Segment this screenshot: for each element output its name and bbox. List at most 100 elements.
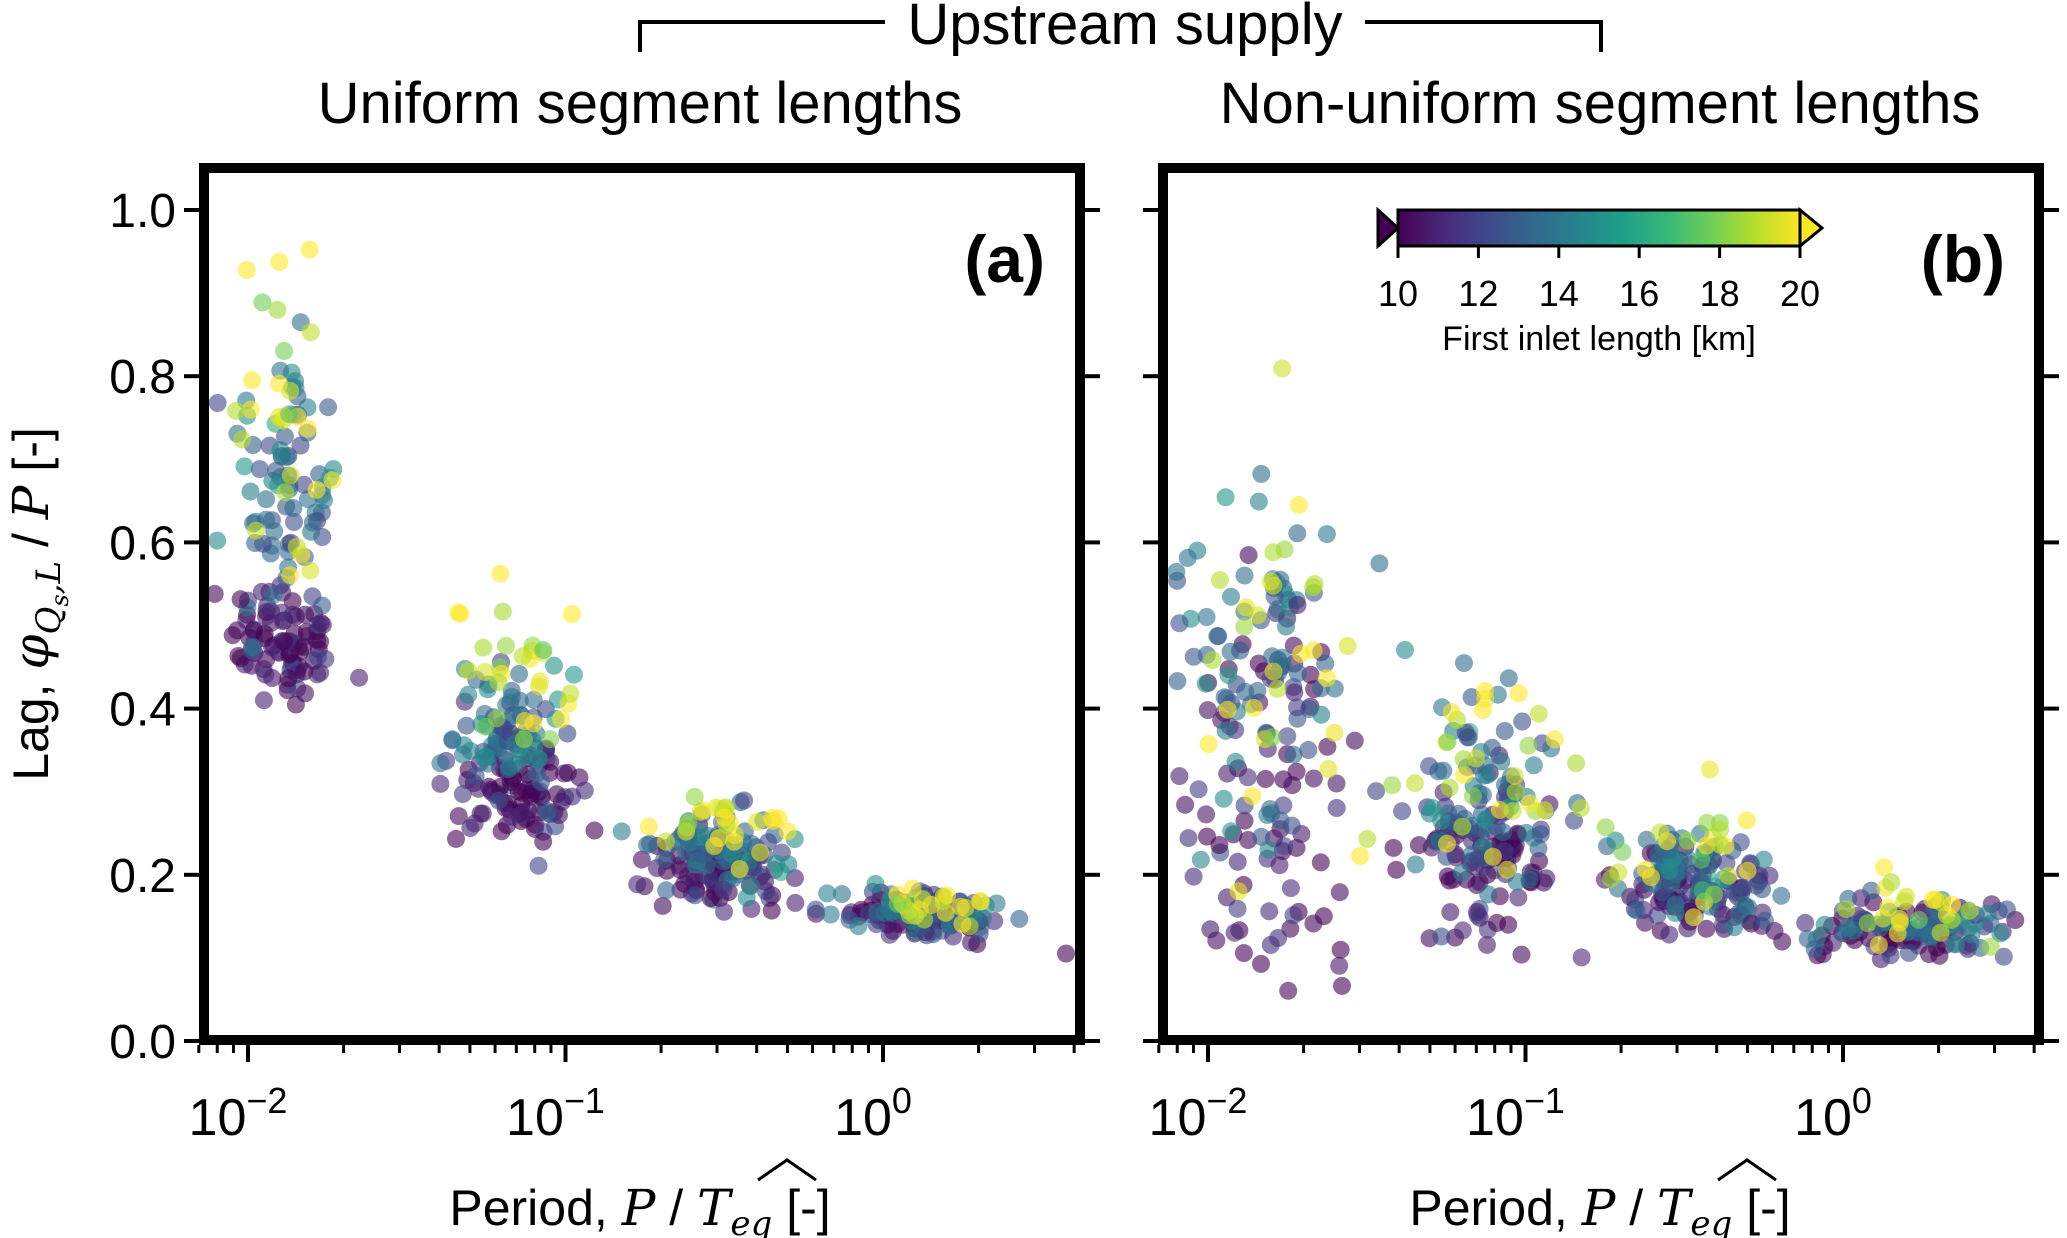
- colorbar-ticks: 10 12 14 16 18 20: [1378, 246, 1820, 314]
- scatter-point: [1506, 782, 1525, 801]
- scatter-point: [563, 605, 581, 624]
- scatter-point: [295, 662, 314, 681]
- scatter-point: [1277, 617, 1295, 636]
- scatter-point: [466, 766, 485, 785]
- scatter-point: [1943, 895, 1961, 914]
- scatter-point: [1660, 925, 1679, 944]
- scatter-point: [1317, 525, 1336, 544]
- scatter-point: [1285, 683, 1304, 702]
- scatter-point: [806, 900, 825, 919]
- x-tick-base: 10: [1149, 1089, 1207, 1147]
- scatter-point: [1216, 721, 1235, 740]
- scatter-point: [1684, 908, 1703, 927]
- scatter-point: [1214, 789, 1233, 808]
- scatter-point: [237, 261, 256, 279]
- x-label-b-prefix: Period,: [1409, 1180, 1581, 1236]
- scatter-point: [1239, 546, 1258, 565]
- scatter-point: [1268, 679, 1287, 698]
- x-tick-exp: −1: [1524, 1080, 1565, 1121]
- scatter-point: [1742, 914, 1761, 933]
- scatter-point: [461, 819, 480, 837]
- x-label-b-T: T: [1657, 1179, 1694, 1237]
- scatter-point: [301, 323, 320, 342]
- scatter-point: [1524, 756, 1543, 775]
- scatter-point: [1287, 762, 1306, 781]
- scatter-point: [449, 603, 468, 622]
- scatter-point: [241, 400, 260, 419]
- colorbar-tick-label: 10: [1378, 273, 1418, 314]
- scatter-point: [532, 773, 550, 791]
- scatter-point: [821, 905, 840, 924]
- scatter-point: [1981, 937, 2000, 956]
- x-label-a-units: [-]: [772, 1180, 830, 1236]
- scatter-point: [748, 812, 766, 831]
- scatter-point: [1269, 929, 1288, 947]
- scatter-point: [1962, 925, 1981, 944]
- scatter-point: [1488, 913, 1506, 932]
- scatter-point: [541, 730, 560, 749]
- scatter-point: [285, 513, 303, 531]
- colorbar-bar: [1396, 208, 1802, 248]
- scatter-point: [1283, 776, 1302, 795]
- x-label-b-P: P: [1581, 1179, 1617, 1237]
- scatter-point: [1281, 919, 1300, 938]
- scatter-point: [1637, 830, 1656, 849]
- scatter-point: [1405, 774, 1424, 793]
- scatter-point: [638, 836, 657, 854]
- scatter-point: [1517, 823, 1536, 842]
- scatter-point: [917, 926, 936, 945]
- scatter-point: [296, 605, 314, 624]
- scatter-point: [1317, 669, 1336, 688]
- scatter-point: [612, 822, 631, 841]
- x-label-a-text: Period, P / Teq [-]: [449, 1179, 830, 1238]
- scatter-point: [1304, 578, 1323, 597]
- scatter-point: [705, 837, 724, 855]
- scatter-point: [491, 777, 510, 796]
- scatter-point: [350, 668, 369, 687]
- scatter-point: [1199, 735, 1218, 753]
- scatter-point: [1331, 940, 1350, 959]
- scatter-point: [253, 293, 272, 312]
- scatter-point: [744, 858, 763, 877]
- y-tick-label: 0.4: [109, 684, 176, 737]
- scatter-point: [1304, 769, 1323, 788]
- scatter-point: [1455, 654, 1473, 673]
- scatter-point: [474, 638, 493, 657]
- y-label-slash: /: [3, 519, 59, 561]
- scatter-point: [1997, 900, 2016, 919]
- y-axis-label: Lag, φQs,L / P [-]: [2, 427, 74, 781]
- scatter-point: [323, 471, 342, 490]
- scatter-point: [243, 371, 262, 390]
- scatter-point: [1755, 911, 1774, 930]
- scatter-point: [274, 632, 293, 651]
- scatter-point: [1462, 688, 1481, 707]
- scatter-point: [1509, 888, 1528, 907]
- scatter-point: [208, 531, 227, 550]
- scatter-point: [741, 877, 760, 896]
- scatter-point: [1338, 637, 1357, 655]
- panel-a-y-ticks: 0.0 0.2 0.4 0.6 0.8 1.0: [109, 185, 1100, 1069]
- scatter-point: [1327, 774, 1346, 793]
- panel-b-title: Non-uniform segment lengths: [1220, 71, 1981, 136]
- scatter-point: [1271, 811, 1290, 830]
- scatter-point: [1960, 901, 1979, 920]
- scatter-point: [208, 394, 227, 412]
- scatter-point: [1222, 822, 1241, 841]
- scatter-point: [1319, 760, 1338, 778]
- scatter-point: [492, 822, 511, 841]
- scatter-point: [818, 884, 837, 903]
- scatter-point: [1978, 904, 1997, 923]
- scatter-point: [1231, 641, 1250, 660]
- scatter-point: [227, 401, 246, 420]
- y-tick-label: 1.0: [109, 185, 176, 238]
- colorbar-tick-label: 18: [1700, 273, 1740, 314]
- scatter-point: [1725, 918, 1744, 937]
- scatter-point: [1176, 795, 1195, 814]
- scatter-point: [1279, 981, 1298, 1000]
- scatter-point: [671, 880, 690, 899]
- scatter-point: [1571, 799, 1590, 818]
- scatter-point: [1292, 644, 1311, 663]
- scatter-point: [1882, 873, 1901, 892]
- scatter-point: [1316, 654, 1335, 673]
- scatter-point: [1243, 787, 1262, 806]
